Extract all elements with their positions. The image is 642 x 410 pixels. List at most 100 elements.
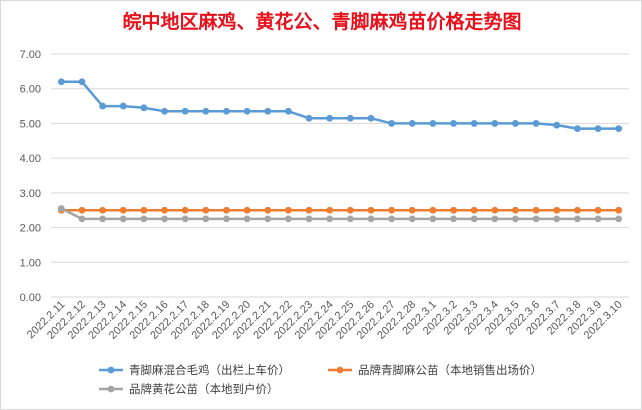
data-point: [470, 120, 478, 127]
data-point: [57, 78, 65, 86]
data-point: [78, 206, 86, 214]
y-axis: 0.00 1.00 2.00 3.00 4.00 5.00 6.00 7.00: [20, 49, 41, 304]
data-point: [553, 215, 561, 223]
data-point: [140, 104, 148, 112]
data-point: [532, 215, 540, 223]
data-point: [161, 206, 168, 214]
data-point: [512, 206, 519, 214]
legend-label: 品牌青脚麻公苗（本地销售出场价）: [358, 363, 542, 377]
data-point: [553, 206, 561, 214]
data-point: [594, 125, 602, 133]
data-point: [202, 215, 210, 223]
data-point: [388, 120, 396, 127]
data-point: [202, 206, 210, 214]
data-point: [615, 215, 623, 223]
data-point: [223, 206, 230, 214]
series-line-0: [61, 80, 619, 130]
data-point: [594, 206, 602, 214]
data-point: [429, 215, 437, 223]
data-point: [161, 107, 168, 115]
data-point: [594, 215, 602, 223]
data-point: [491, 206, 499, 214]
data-point: [78, 215, 86, 223]
data-point: [284, 215, 292, 223]
data-point: [491, 120, 499, 127]
data-point: [367, 114, 375, 122]
data-point: [573, 206, 581, 214]
legend-swatch-marker: [107, 385, 115, 393]
data-point: [470, 206, 478, 214]
data-point: [532, 206, 540, 214]
x-axis: 2022.2.112022.2.122022.2.132022.2.142022…: [25, 299, 625, 342]
data-point: [346, 114, 354, 122]
y-tick-label: 7.00: [20, 49, 41, 61]
gridlines: [51, 53, 629, 298]
data-point: [553, 121, 561, 129]
data-point: [346, 206, 354, 214]
data-point: [305, 206, 313, 214]
data-point: [408, 206, 416, 214]
data-point: [99, 102, 107, 110]
data-point: [119, 215, 127, 223]
data-point: [99, 215, 107, 223]
data-point: [202, 107, 210, 115]
data-point: [408, 215, 416, 223]
legend-swatch-marker: [107, 366, 115, 374]
data-point: [326, 114, 334, 122]
data-point: [181, 107, 189, 115]
legend-label: 青脚麻混合毛鸡（出栏上车价）: [129, 363, 290, 377]
data-point: [119, 102, 127, 110]
data-point: [181, 215, 189, 223]
y-tick-label: 4.00: [20, 153, 41, 165]
data-point: [367, 215, 375, 223]
data-point: [615, 206, 623, 214]
y-tick-label: 5.00: [20, 118, 41, 130]
data-point: [305, 215, 313, 223]
data-point: [284, 206, 292, 214]
data-point: [305, 114, 313, 122]
data-point: [450, 215, 457, 223]
legend-swatch-marker: [336, 366, 344, 374]
data-point: [243, 107, 251, 115]
data-point: [532, 120, 540, 127]
data-point: [140, 206, 148, 214]
legend: 青脚麻混合毛鸡（出栏上车价） 品牌青脚麻公苗（本地销售出场价） 品牌黄花公苗（本地到…: [99, 363, 542, 396]
data-point: [429, 120, 437, 127]
data-point: [388, 206, 396, 214]
data-point: [243, 206, 251, 214]
data-point: [119, 206, 127, 214]
data-point: [388, 215, 396, 223]
y-tick-label: 0.00: [20, 292, 41, 304]
data-point: [573, 215, 581, 223]
series-lines: [57, 78, 623, 223]
y-tick-label: 3.00: [20, 188, 41, 200]
data-point: [408, 120, 416, 127]
data-point: [161, 215, 168, 223]
chart-title: 皖中地区麻鸡、黄花公、青脚麻鸡苗价格走势图: [122, 10, 521, 33]
data-point: [140, 215, 148, 223]
data-point: [491, 215, 499, 223]
data-point: [264, 107, 272, 115]
series-line-2: [60, 207, 619, 221]
y-tick-label: 6.00: [20, 84, 41, 96]
data-point: [181, 206, 189, 214]
data-point: [284, 107, 292, 115]
data-point: [264, 206, 272, 214]
data-point: [243, 215, 251, 223]
y-tick-label: 1.00: [20, 257, 41, 269]
data-point: [264, 215, 272, 223]
data-point: [99, 206, 107, 214]
data-point: [615, 125, 623, 133]
data-point: [512, 215, 519, 223]
data-point: [470, 215, 478, 223]
data-point: [429, 206, 437, 214]
data-point: [512, 120, 519, 127]
data-point: [223, 215, 230, 223]
data-point: [367, 206, 375, 214]
legend-label: 品牌黄花公苗（本地到户价）: [129, 382, 279, 396]
data-point: [223, 107, 230, 115]
y-tick-label: 2.00: [20, 223, 41, 235]
data-point: [326, 215, 334, 223]
